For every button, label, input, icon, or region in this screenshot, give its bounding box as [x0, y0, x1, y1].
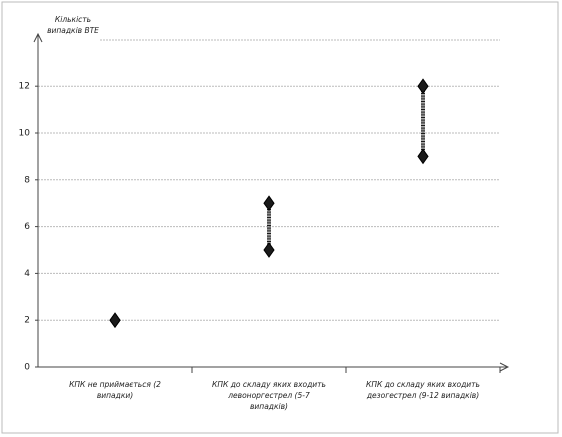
x-axis-arrow — [499, 362, 510, 372]
x-tick-label: КПК не приймається (2 випадки) — [69, 380, 161, 400]
y-tick-label: 12 — [19, 82, 30, 92]
range-marker — [263, 195, 275, 212]
y-tick-label: 4 — [24, 269, 30, 279]
y-tick-label: 6 — [24, 222, 30, 232]
y-tick-label: 0 — [24, 363, 30, 373]
y-tick-label: 8 — [24, 175, 30, 185]
range-marker — [417, 78, 429, 95]
y-tick-label: 10 — [19, 129, 31, 139]
y-axis-arrow — [33, 32, 43, 43]
range-marker — [417, 148, 429, 165]
range-marker — [109, 312, 121, 329]
y-tick-label: 2 — [24, 316, 30, 326]
x-tick-label: КПК до складу яких входить левоноргестре… — [212, 380, 326, 411]
x-tick-label: КПК до складу яких входить дезогестрел (… — [366, 380, 480, 400]
y-axis-label: Кількість випадків ВТЕ — [47, 15, 99, 35]
range-marker — [263, 242, 275, 258]
